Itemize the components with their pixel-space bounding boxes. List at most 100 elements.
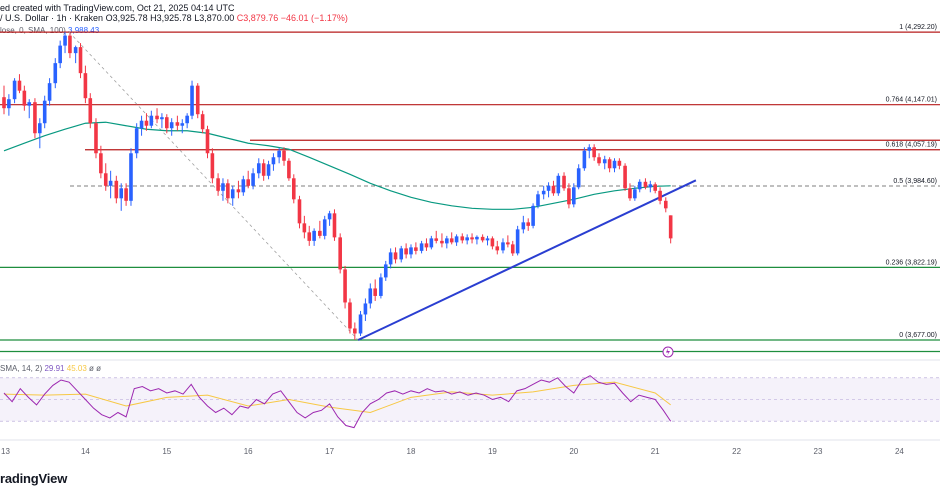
candle — [119, 183, 124, 211]
candle-body — [251, 173, 255, 186]
candle — [108, 170, 113, 199]
candle — [22, 85, 27, 111]
candle-body — [124, 188, 128, 201]
candle — [449, 232, 454, 245]
candle-body — [139, 120, 144, 129]
candle-body — [628, 188, 632, 199]
event-marker-layer — [662, 346, 674, 358]
candle — [409, 244, 413, 259]
fib-label-f1: 1 (4,292.20) — [899, 24, 937, 31]
candle-body — [7, 99, 11, 109]
candle — [190, 80, 194, 120]
candle — [291, 174, 296, 204]
ohlc-legend: / U.S. Dollar · 1h · Kraken O3,925.78 H3… — [0, 13, 348, 23]
candle — [567, 183, 571, 209]
candle — [180, 119, 185, 134]
candle — [155, 108, 159, 124]
candle-body — [419, 243, 424, 251]
candle-body — [185, 115, 189, 124]
candle-body — [379, 277, 383, 296]
candle-body — [607, 159, 612, 169]
candle-body — [322, 219, 327, 236]
candle — [419, 240, 424, 254]
candle — [230, 185, 235, 206]
candle — [582, 147, 587, 171]
rsi-extra: ø ø — [89, 364, 102, 373]
fib-label-f0: 0 (3,677.00) — [899, 332, 937, 339]
candle-body — [149, 115, 154, 126]
sma-layer — [3, 121, 671, 210]
candle-body — [47, 83, 52, 101]
candle — [607, 157, 612, 173]
candle — [460, 233, 465, 244]
candle — [103, 163, 108, 191]
candle — [399, 245, 404, 263]
candle — [332, 209, 337, 241]
candle — [251, 168, 255, 190]
x-tick-label: 23 — [814, 447, 823, 456]
tradingview-logo: radingView — [0, 471, 67, 486]
candle — [515, 225, 520, 256]
candle-body — [226, 183, 230, 199]
sma-value: 3,988.43 — [68, 26, 100, 35]
x-tick-label: 19 — [488, 447, 497, 456]
candle-body — [358, 314, 363, 334]
candle-body — [597, 157, 601, 164]
candle — [124, 183, 128, 206]
candle-body — [587, 147, 592, 151]
candle-body — [368, 288, 373, 304]
candle — [27, 99, 32, 119]
candle-body — [429, 238, 434, 248]
candle-body — [58, 45, 62, 64]
candle-body — [83, 73, 88, 99]
candle-body — [165, 117, 169, 129]
candle — [485, 235, 490, 246]
candle — [480, 234, 485, 243]
candle — [73, 45, 78, 64]
candle — [63, 32, 67, 54]
ohlc-high: H3,925.78 — [150, 13, 192, 23]
candle — [216, 173, 220, 196]
candle — [88, 93, 93, 129]
candle-body — [332, 213, 337, 238]
candle-body — [653, 184, 657, 191]
candle-body — [592, 147, 596, 158]
candle-body — [266, 164, 271, 176]
candle — [338, 233, 342, 274]
candle — [521, 215, 526, 234]
candle — [465, 234, 469, 245]
x-tick-label: 17 — [325, 447, 334, 456]
candle — [576, 164, 581, 190]
candle-body — [414, 247, 418, 251]
candle-body — [190, 85, 194, 116]
rsi-label: SMA, 14, 2) — [0, 364, 43, 373]
candle — [322, 215, 327, 240]
rsi-line — [3, 375, 672, 429]
rsi-sma-value: 45.03 — [66, 364, 87, 373]
candle-body — [78, 47, 83, 74]
candle-body — [668, 215, 673, 239]
candle — [501, 238, 505, 254]
candle-body — [200, 114, 205, 130]
candle — [541, 185, 546, 200]
grid-layer — [0, 359, 940, 441]
candle — [506, 235, 510, 248]
candle-body — [648, 184, 653, 188]
candle-body — [327, 213, 332, 220]
candle-body — [445, 238, 449, 244]
x-tick-label: 22 — [732, 447, 741, 456]
x-tick-label: 16 — [244, 447, 253, 456]
candle-body — [510, 244, 515, 254]
candle-body — [63, 35, 67, 46]
candle — [83, 65, 88, 104]
candle-body — [582, 150, 587, 169]
x-axis-ticks: 13 14 15 16 17 18 19 20 21 22 23 24 — [1, 447, 904, 456]
candle-body — [663, 200, 668, 209]
candle — [129, 148, 133, 206]
candle-body — [556, 175, 561, 194]
candle — [160, 113, 164, 129]
candle-body — [485, 238, 490, 241]
candle-body — [195, 85, 200, 115]
candle-body — [38, 123, 42, 134]
